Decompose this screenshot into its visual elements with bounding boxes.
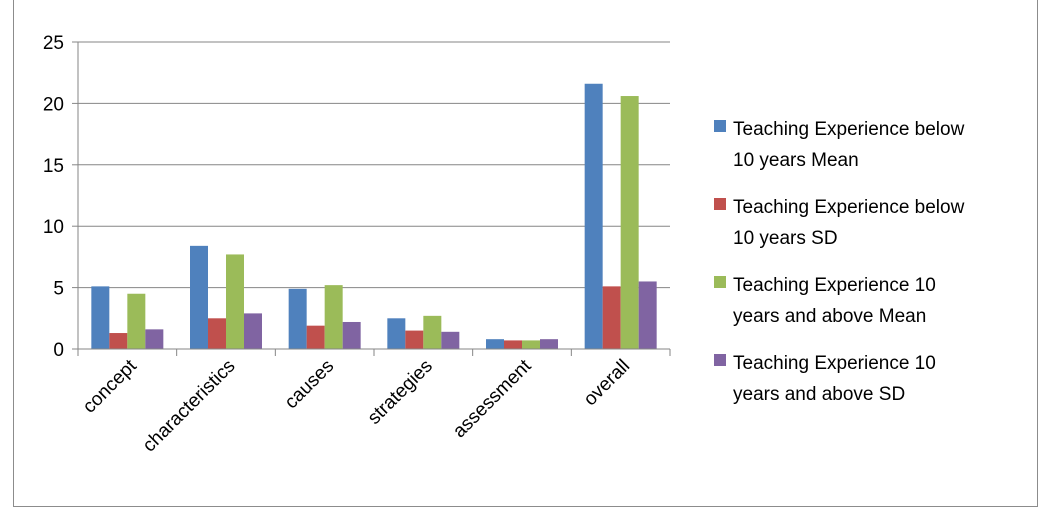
y-tick-label: 0 xyxy=(53,340,64,361)
bar xyxy=(109,333,128,349)
bar xyxy=(91,286,110,349)
bar xyxy=(145,329,164,349)
x-tick-label: causes xyxy=(281,356,338,413)
legend-swatch xyxy=(714,276,726,288)
bar xyxy=(324,285,343,349)
bar xyxy=(602,286,621,349)
bar xyxy=(620,96,639,349)
x-tick-label: characteristics xyxy=(139,356,240,457)
bar xyxy=(405,330,424,349)
legend-swatch xyxy=(714,354,726,366)
bar xyxy=(306,325,325,349)
legend-label: Teaching Experience below 10 years SD xyxy=(733,197,965,249)
y-tick-label: 10 xyxy=(43,217,64,238)
y-axis-ticks: 0 5 10 15 20 25 xyxy=(43,33,78,361)
bar xyxy=(486,339,504,349)
bar xyxy=(342,321,361,349)
legend: Teaching Experience below 10 years Mean Te… xyxy=(714,119,965,405)
bars xyxy=(91,83,657,349)
bar xyxy=(387,318,406,349)
legend-label: Teaching Experience 10 years and above Me… xyxy=(733,275,936,327)
bar xyxy=(190,245,208,349)
bar xyxy=(504,340,522,349)
y-tick-label: 20 xyxy=(43,94,64,115)
axes xyxy=(77,42,671,356)
bar xyxy=(638,281,657,349)
bar xyxy=(423,315,442,349)
y-tick-label: 25 xyxy=(43,33,64,54)
x-tick-label: concept xyxy=(79,355,141,417)
bar xyxy=(288,288,307,349)
legend-swatch xyxy=(714,198,726,210)
bar xyxy=(584,83,603,349)
legend-swatch xyxy=(714,120,726,132)
legend-label: Teaching Experience below 10 years Mean xyxy=(733,119,965,171)
bar xyxy=(441,331,460,349)
bar xyxy=(127,293,146,349)
x-tick-label: assessment xyxy=(449,355,536,442)
x-tick-label: overall xyxy=(580,356,634,410)
bar xyxy=(244,313,262,349)
legend-label: Teaching Experience 10 years and above SD xyxy=(733,353,936,405)
bar xyxy=(226,254,244,349)
x-tick-label: strategies xyxy=(364,356,437,429)
y-tick-label: 15 xyxy=(43,156,64,177)
chart-frame xyxy=(13,0,1038,507)
gridlines xyxy=(78,41,670,289)
bar xyxy=(522,340,540,349)
bar xyxy=(540,339,558,349)
y-tick-label: 5 xyxy=(53,279,64,300)
bar xyxy=(208,318,226,349)
